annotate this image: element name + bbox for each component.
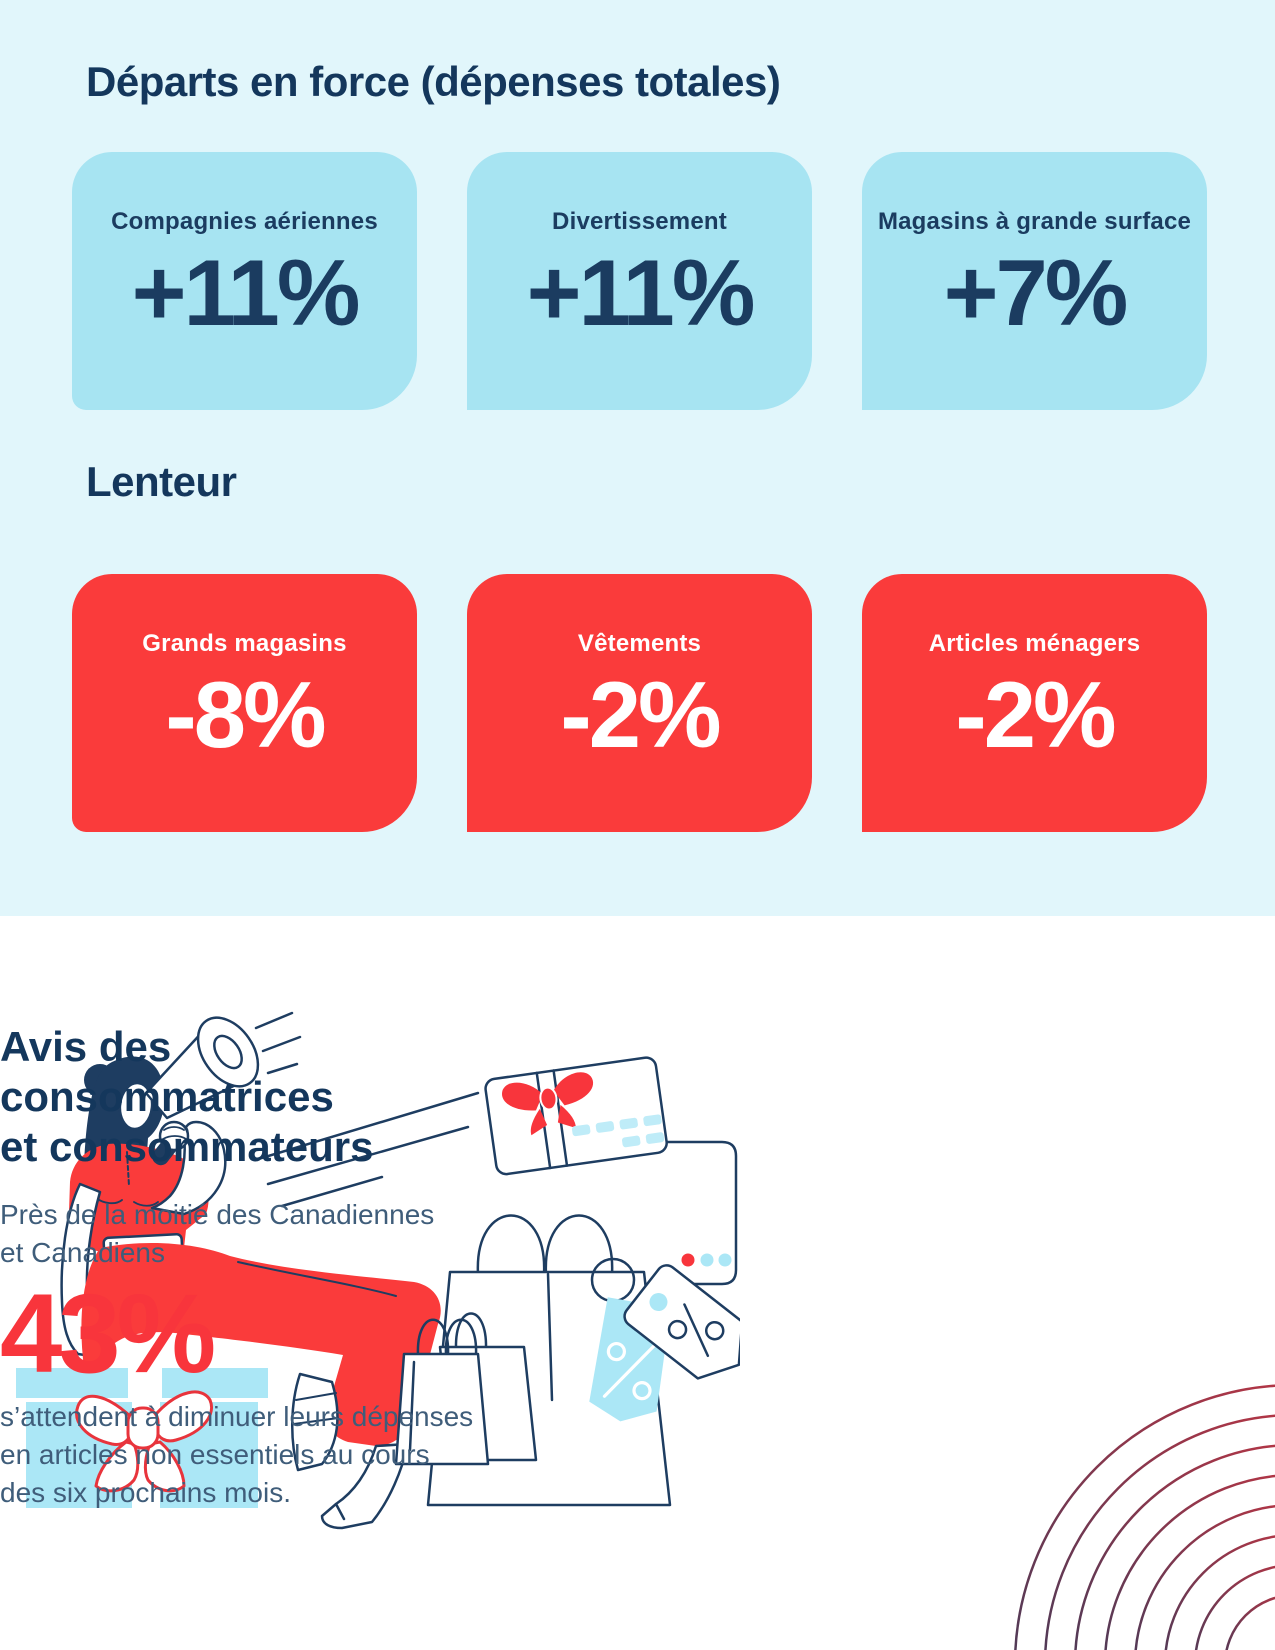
stat-card-label: Vêtements (577, 630, 702, 657)
stat-card-clothing: Vêtements -2% (467, 574, 812, 832)
stat-card-big-box: Magasins à grande surface +7% (862, 152, 1207, 410)
heading-line: Avis des (0, 1023, 172, 1070)
status-panel (650, 1140, 738, 1286)
megaphone-icon (144, 1016, 260, 1166)
detail-line: en articles non essentiels au cours (0, 1439, 430, 1470)
face (118, 1081, 154, 1131)
stat-card-value: +11% (131, 240, 361, 345)
gift-box-icon (16, 1368, 268, 1508)
slowdown-cards: Grands magasins -8% Vêtements -2% Articl… (72, 574, 1207, 832)
detail-line: des six prochains mois. (0, 1477, 292, 1508)
consumer-opinion-detail: s’attendent à diminuer leurs dépenses en… (0, 1398, 473, 1512)
stat-card-value: -2% (560, 662, 721, 767)
speed-lines-icon (253, 1011, 480, 1208)
intro-line: Près de la moitié des Canadiennes (0, 1199, 435, 1230)
strong-starts-title: Départs en force (dépenses totales) (86, 58, 781, 105)
stat-card-entertainment: Divertissement +11% (467, 152, 812, 410)
stat-card-value: +7% (943, 240, 1129, 345)
front-boot (320, 1442, 410, 1530)
consumer-opinion-heading: Avis des consommatrices et consommateurs (0, 1022, 373, 1172)
stat-card-household: Articles ménagers -2% (862, 574, 1207, 832)
small-shopping-bags-icon (394, 1312, 538, 1466)
bow-icon (75, 1390, 213, 1493)
raised-arm (150, 1120, 227, 1216)
stat-card-value: +11% (526, 240, 756, 345)
stat-card-label: Divertissement (552, 208, 727, 235)
stat-card-label: Grands magasins (142, 630, 347, 657)
woman-figure (60, 1056, 441, 1530)
slowdown-title: Lenteur (86, 458, 237, 505)
stat-card-label: Magasins à grande surface (877, 208, 1192, 235)
heading-line: consommatrices (0, 1073, 334, 1120)
concentric-circles-decoration (1014, 1384, 1275, 1650)
stat-card-value: -8% (165, 662, 326, 767)
detail-line: s’attendent à diminuer leurs dépenses (0, 1401, 474, 1432)
stat-card-value: -2% (955, 662, 1116, 767)
woman-with-megaphone-illustration (16, 1011, 740, 1530)
gift-card-icon (484, 1056, 668, 1176)
consumer-stat-value: 43% (0, 1271, 216, 1396)
heading-line: et consommateurs (0, 1123, 374, 1170)
red-top (68, 1143, 209, 1256)
consumer-opinion-intro: Près de la moitié des Canadiennes et Can… (0, 1196, 434, 1272)
status-dots-icon (681, 1253, 732, 1267)
stat-card-airlines: Compagnies aériennes +11% (72, 152, 417, 410)
red-pants (81, 1242, 441, 1446)
intro-line: et Canadiens (0, 1237, 166, 1268)
stat-card-department-stores: Grands magasins -8% (72, 574, 417, 832)
strong-starts-cards: Compagnies aériennes +11% Divertissement… (72, 152, 1207, 410)
price-tag-outline-icon (623, 1264, 740, 1380)
stat-card-label: Compagnies aériennes (111, 208, 378, 235)
bow-icon (502, 1072, 594, 1136)
stat-card-label: Articles ménagers (928, 630, 1141, 657)
